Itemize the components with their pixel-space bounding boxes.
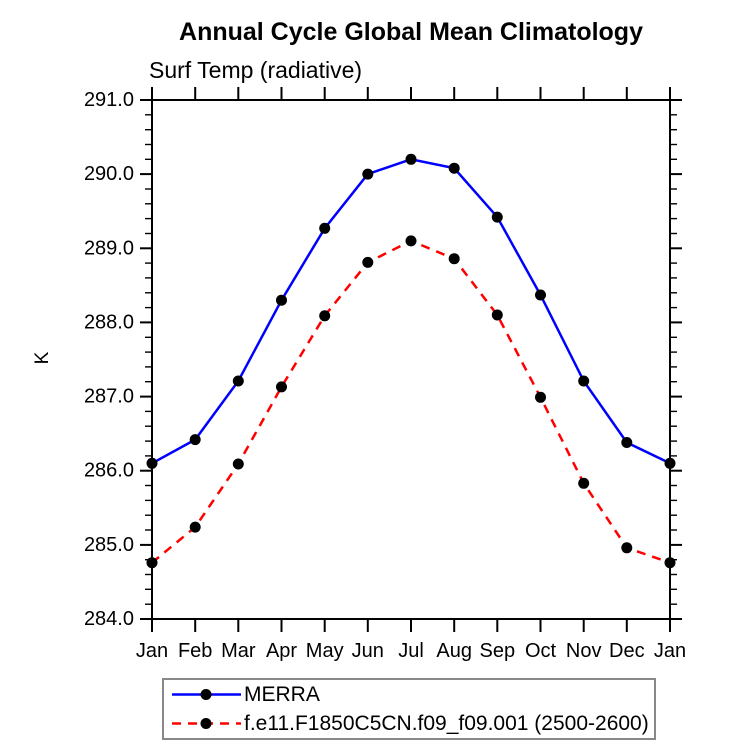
x-axis-ticks: [151, 87, 671, 632]
legend-label: MERRA: [244, 683, 320, 706]
series-line-1: [151, 239, 671, 564]
y-tick-label: 288.0: [84, 311, 134, 333]
x-tick-label: Mar: [221, 640, 256, 662]
x-tick-label: Jan: [654, 640, 686, 662]
series-line-0: [151, 158, 671, 465]
y-tick-label: 289.0: [84, 237, 134, 259]
legend-line-sample-icon: [172, 689, 241, 700]
y-tick-label: 284.0: [84, 608, 134, 630]
x-tick-label: Nov: [566, 640, 602, 662]
chart-subtitle: Surf Temp (radiative): [149, 57, 363, 83]
x-tick-label: Oct: [525, 640, 557, 662]
y-axis-ticks: [140, 99, 682, 620]
legend-item: MERRA: [169, 681, 654, 708]
y-tick-label: 287.0: [84, 386, 134, 408]
x-tick-label: May: [306, 640, 344, 662]
y-tick-label: 285.0: [84, 534, 134, 556]
legend: MERRA f.e11.F1850C5CN.f09_f09.001 (2500-2…: [162, 678, 656, 740]
y-tick-label: 291.0: [84, 89, 134, 111]
x-tick-label: Jul: [398, 640, 424, 662]
legend-label: f.e11.F1850C5CN.f09_f09.001 (2500-2600): [244, 712, 649, 735]
x-tick-label: Apr: [266, 640, 297, 662]
series-markers-1: [146, 235, 676, 569]
chart-title: Annual Cycle Global Mean Climatology: [179, 18, 643, 46]
y-tick-label: 286.0: [84, 460, 134, 482]
series-markers-0: [146, 153, 676, 469]
y-axis-labels: 284.0 285.0 286.0 287.0 288.0 289.0 290.0 291.0: [84, 89, 134, 630]
legend-item: f.e11.F1850C5CN.f09_f09.001 (2500-2600): [169, 710, 654, 737]
plot-border: [151, 99, 671, 620]
x-tick-label: Aug: [436, 640, 472, 662]
legend-line-sample-icon: [172, 718, 241, 729]
x-tick-label: Dec: [609, 640, 645, 662]
x-axis-labels: Jan Feb Mar Apr May Jun Jul Aug Sep Oct Nov Dec Jan: [136, 640, 686, 662]
x-tick-label: Feb: [178, 640, 212, 662]
x-tick-label: Jan: [136, 640, 168, 662]
y-tick-label: 290.0: [84, 163, 134, 185]
x-tick-label: Jun: [352, 640, 384, 662]
x-tick-label: Sep: [480, 640, 516, 662]
y-axis-unit-label: K: [32, 351, 53, 364]
